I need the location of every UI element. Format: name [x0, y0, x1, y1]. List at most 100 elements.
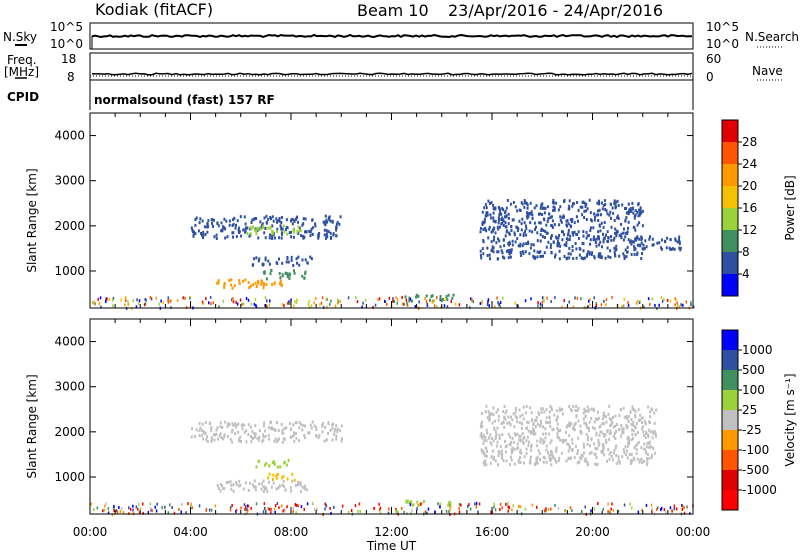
data-cell — [279, 224, 282, 228]
data-cell — [633, 408, 636, 412]
data-cell — [504, 221, 507, 225]
data-cell — [492, 219, 495, 223]
data-cell — [614, 201, 617, 205]
data-cell — [510, 458, 513, 462]
data-cell — [482, 252, 485, 256]
data-cell — [608, 457, 611, 461]
data-cell — [590, 417, 593, 420]
data-cell — [484, 461, 486, 465]
data-cell — [649, 440, 652, 444]
data-cell — [231, 298, 233, 302]
data-cell — [247, 423, 250, 427]
data-cell — [295, 436, 298, 440]
data-cell — [265, 214, 268, 218]
data-cell — [651, 237, 654, 241]
data-cell — [521, 413, 524, 417]
data-cell — [488, 225, 491, 229]
data-cell — [485, 454, 488, 458]
nsky-trace — [91, 33, 693, 39]
data-cell — [232, 423, 235, 427]
data-cell — [274, 437, 277, 441]
data-cell — [627, 303, 630, 307]
data-cell — [231, 504, 233, 507]
data-cell — [557, 240, 559, 244]
data-cell — [568, 405, 571, 408]
data-cell — [296, 230, 299, 234]
data-cell — [264, 236, 267, 240]
data-cell — [650, 445, 653, 449]
data-cell — [602, 446, 605, 450]
data-cell — [195, 216, 198, 220]
data-cell — [571, 438, 573, 441]
y-tick-label: 2000 — [54, 425, 85, 439]
data-cell — [631, 201, 634, 205]
data-cell — [202, 437, 205, 441]
data-cell — [260, 279, 263, 283]
data-cell — [539, 302, 542, 306]
data-cell — [490, 437, 493, 440]
data-cell — [502, 420, 505, 424]
data-cell — [240, 440, 242, 443]
data-cell — [522, 232, 525, 236]
data-cell — [561, 412, 564, 416]
data-cell — [596, 201, 599, 205]
data-cell — [553, 457, 556, 461]
data-cell — [519, 505, 522, 509]
data-cell — [565, 219, 568, 223]
data-cell — [572, 233, 575, 237]
data-cell — [228, 279, 231, 283]
data-cell — [580, 453, 583, 457]
data-cell — [267, 507, 269, 510]
data-cell — [269, 226, 272, 230]
data-cell — [139, 507, 142, 511]
data-cell — [293, 431, 295, 435]
data-cell — [401, 302, 404, 306]
data-cell — [568, 199, 571, 203]
data-cell — [644, 239, 647, 243]
data-cell — [629, 461, 632, 465]
data-cell — [486, 431, 489, 435]
data-cell — [335, 234, 338, 238]
data-cell — [580, 457, 583, 461]
data-cell — [548, 415, 551, 419]
data-cell — [264, 258, 267, 262]
data-cell — [276, 230, 279, 234]
data-cell — [263, 488, 266, 492]
data-cell — [199, 426, 202, 430]
data-cell — [510, 229, 513, 232]
data-cell — [483, 220, 486, 224]
data-cell — [310, 227, 313, 231]
data-cell — [289, 486, 292, 490]
data-cell — [682, 303, 684, 307]
data-cell — [448, 501, 450, 505]
data-cell — [632, 420, 635, 424]
data-cell — [545, 460, 548, 464]
data-cell — [479, 249, 482, 253]
data-cell — [257, 259, 260, 263]
data-cell — [147, 510, 150, 514]
data-cell — [583, 451, 585, 455]
colorbar-tick-label: 4 — [742, 267, 750, 281]
data-cell — [451, 296, 454, 300]
data-cell — [283, 484, 285, 488]
data-cell — [238, 231, 240, 234]
data-cell — [568, 434, 571, 438]
data-cell — [630, 438, 633, 442]
data-cell — [534, 227, 536, 231]
data-cell — [331, 219, 334, 223]
data-cell — [686, 505, 688, 509]
data-cell — [514, 240, 517, 244]
data-cell — [132, 508, 134, 512]
data-cell — [201, 433, 204, 437]
data-cell — [310, 304, 313, 308]
data-cell — [263, 231, 266, 235]
data-cell — [507, 502, 509, 505]
data-cell — [608, 404, 611, 408]
data-cell — [542, 455, 545, 459]
data-cell — [653, 421, 656, 425]
data-cell — [469, 507, 472, 511]
data-cell — [325, 438, 328, 442]
data-cell — [644, 436, 647, 439]
data-cell — [286, 477, 289, 481]
data-cell — [271, 282, 274, 286]
